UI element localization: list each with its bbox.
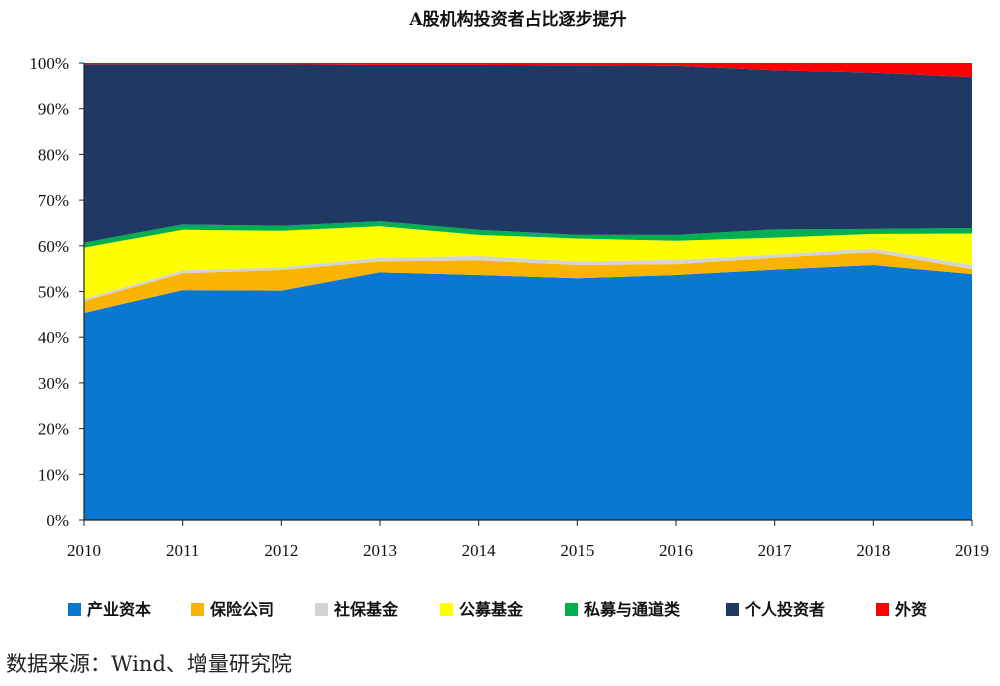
area-series-3 (84, 248, 972, 302)
y-tick-label: 50% (38, 283, 69, 302)
area-series-1 (84, 264, 972, 520)
axes: 0% 10% 20% 30% 40% 50% 60% 70% 80% 90% 100% 2010 201… (29, 54, 989, 560)
x-tick-label: 2012 (264, 541, 298, 560)
area-series-7 (84, 63, 972, 78)
y-tick-label: 60% (38, 237, 69, 256)
legend-swatch-1 (68, 603, 81, 616)
legend-label-3: 社保基金 (333, 600, 399, 619)
y-tick-label: 80% (38, 145, 69, 164)
source-note: 数据来源：Wind、增量研究院 (6, 652, 292, 676)
legend-label-1: 产业资本 (87, 600, 151, 619)
area-series-5 (84, 221, 972, 248)
x-tick-label: 2016 (659, 541, 693, 560)
area-series-4 (84, 226, 972, 299)
y-tick-label: 90% (38, 100, 69, 119)
x-tick-label: 2015 (560, 541, 594, 560)
y-tick-label: 0% (46, 511, 69, 530)
chart-title: A股机构投资者占比逐步提升 (408, 9, 626, 30)
y-tick-label: 30% (38, 374, 69, 393)
x-tick-label: 2017 (758, 541, 793, 560)
x-tick-label: 2010 (67, 541, 101, 560)
x-tick-label: 2011 (166, 541, 199, 560)
legend-label-2: 保险公司 (209, 600, 274, 619)
y-tick-label: 20% (38, 420, 69, 439)
legend-label-5: 私募与通道类 (584, 600, 681, 619)
area-series-group (84, 63, 972, 520)
legend-swatch-6 (726, 603, 739, 616)
y-tick-label: 100% (29, 54, 69, 73)
legend-swatch-2 (191, 603, 204, 616)
x-tick-label: 2019 (955, 541, 989, 560)
area-series-2 (84, 252, 972, 313)
y-tick-label: 70% (38, 191, 69, 210)
legend-swatch-3 (315, 603, 328, 616)
y-tick-label: 10% (38, 465, 69, 484)
x-tick-label: 2014 (462, 541, 497, 560)
legend-swatch-5 (565, 603, 578, 616)
legend-label-4: 公募基金 (459, 600, 524, 619)
legend-label-7: 外资 (894, 600, 927, 619)
legend-swatch-7 (876, 603, 889, 616)
legend: 产业资本 保险公司 社保基金 公募基金 私募与通道类 个人投资者 外资 (68, 600, 927, 619)
legend-swatch-4 (440, 603, 453, 616)
x-tick-label: 2018 (856, 541, 890, 560)
y-tick-label: 40% (38, 328, 69, 347)
legend-label-6: 个人投资者 (744, 600, 825, 619)
area-series-6 (84, 64, 972, 243)
x-tick-label: 2013 (363, 541, 397, 560)
